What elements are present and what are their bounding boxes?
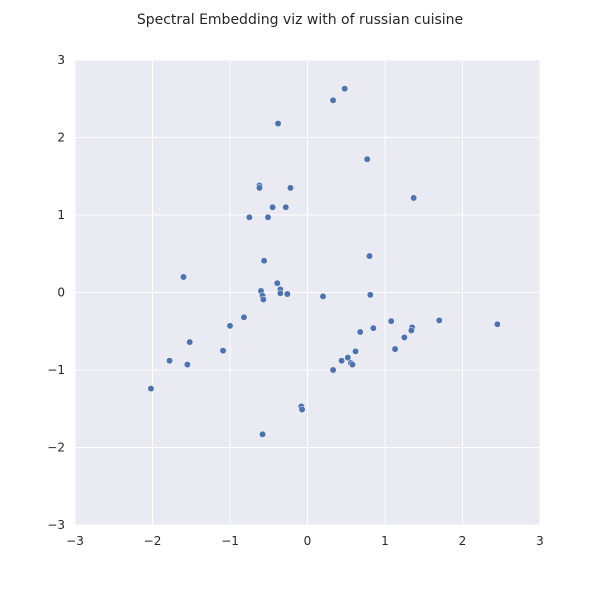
x-tick-label: −2 <box>144 534 162 548</box>
scatter-point <box>341 85 349 93</box>
scatter-point <box>366 291 374 299</box>
scatter-point <box>274 120 282 128</box>
x-tick-label: 0 <box>304 534 312 548</box>
scatter-point <box>369 324 377 332</box>
scatter-point <box>435 316 443 324</box>
scatter-point <box>260 257 268 265</box>
scatter-point <box>287 184 294 192</box>
scatter-point <box>400 334 408 341</box>
scatter-point <box>338 357 346 365</box>
scatter-point <box>387 317 395 325</box>
scatter-point <box>329 366 337 374</box>
data-points <box>147 85 501 438</box>
scatter-point <box>391 345 399 353</box>
scatter-point <box>273 279 281 287</box>
scatter-point <box>329 96 337 104</box>
scatter-point <box>356 328 364 336</box>
y-tick-label: 1 <box>57 208 65 222</box>
y-tick-label: 3 <box>57 53 65 67</box>
scatter-point <box>344 354 352 362</box>
scatter-point <box>147 385 155 393</box>
scatter-point <box>180 273 187 281</box>
scatter-point <box>226 322 234 330</box>
scatter-point <box>282 203 290 211</box>
y-tick-label: −2 <box>47 441 65 455</box>
y-tick-label: −3 <box>47 518 65 532</box>
y-tick-label: −1 <box>47 363 65 377</box>
scatter-point <box>269 203 277 211</box>
y-tick-label: 2 <box>57 131 65 145</box>
chart-title: Spectral Embedding viz with of russian c… <box>137 12 463 28</box>
scatter-point <box>283 290 291 298</box>
x-tick-label: −3 <box>66 534 84 548</box>
scatter-point <box>240 313 248 321</box>
scatter-point <box>410 194 418 202</box>
scatter-point <box>219 347 227 355</box>
scatter-point <box>183 361 191 369</box>
scatter-point <box>264 213 272 221</box>
y-axis: −3 −2 −1 0 1 2 3 <box>47 53 65 532</box>
scatter-point <box>352 347 359 355</box>
x-axis: −3 −2 −1 0 1 2 3 <box>66 534 544 548</box>
x-tick-label: 1 <box>381 534 389 548</box>
x-tick-label: 3 <box>536 534 544 548</box>
x-tick-label: 2 <box>459 534 467 548</box>
scatter-point <box>256 184 263 192</box>
scatter-point <box>186 338 194 346</box>
scatter-point <box>245 213 253 221</box>
scatter-point <box>349 361 356 369</box>
scatter-point <box>166 357 174 365</box>
scatter-point <box>276 289 284 297</box>
grid-lines <box>74 59 541 526</box>
x-tick-label: −1 <box>221 534 239 548</box>
y-tick-label: 0 <box>57 286 65 300</box>
scatter-point <box>493 320 501 328</box>
scatter-point <box>298 406 306 413</box>
scatter-point <box>319 292 327 300</box>
scatter-point <box>363 155 371 163</box>
scatter-point <box>259 296 267 303</box>
scatter-point <box>259 430 266 438</box>
scatter-point <box>407 327 415 334</box>
scatter-point <box>366 252 373 260</box>
